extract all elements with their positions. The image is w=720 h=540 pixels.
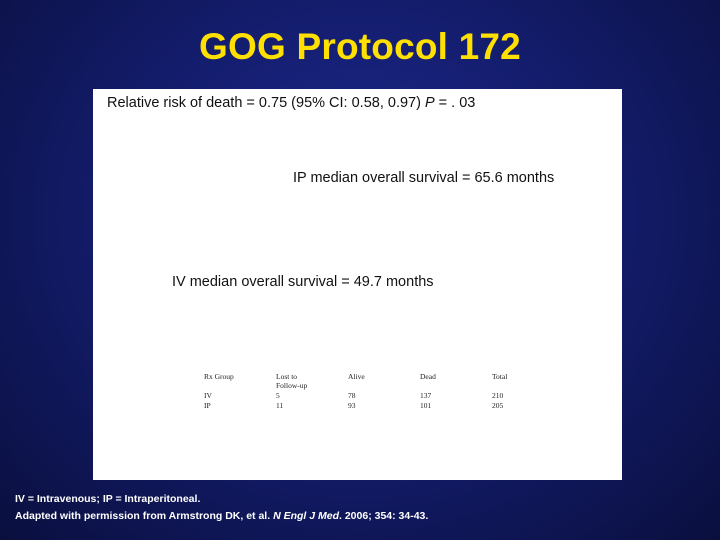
table-cell: 205	[492, 401, 504, 410]
table-cell: 101	[420, 401, 432, 410]
slide-footer: IV = Intravenous; IP = Intraperitoneal. …	[15, 491, 428, 525]
citation-suffix: . 2006; 354: 34-43.	[339, 510, 429, 522]
table-header-lost: Lost to	[276, 372, 298, 381]
citation: Adapted with permission from Armstrong D…	[15, 508, 428, 525]
table-cell: 210	[492, 391, 504, 400]
table-cell: 137	[420, 391, 432, 400]
table-header-total: Total	[492, 372, 508, 381]
table-header-dead: Dead	[420, 372, 436, 381]
table-cell: 11	[276, 401, 284, 410]
survival-figure-panel: Relative risk of death = 0.75 (95% CI: 0…	[93, 89, 622, 480]
relative-risk-prefix: Relative risk of death = 0.75 (95% CI: 0…	[107, 95, 425, 111]
table-header-lost-line2: Follow-up	[276, 381, 308, 390]
slide-title: GOG Protocol 172	[199, 26, 521, 67]
table-cell: 93	[348, 401, 356, 410]
citation-journal: N Engl J Med	[273, 510, 339, 522]
p-value-suffix: = . 03	[434, 95, 476, 111]
abbreviations-note: IV = Intravenous; IP = Intraperitoneal.	[15, 493, 201, 505]
p-value-label: P	[424, 95, 435, 111]
table-header-rx-group: Rx Group	[204, 372, 234, 381]
table-cell: IP	[204, 401, 211, 410]
table-cell: IV	[204, 391, 212, 400]
table-cell: 5	[276, 391, 280, 400]
ip-median-survival-label: IP median overall survival = 65.6 months	[293, 170, 555, 186]
table-header-alive: Alive	[348, 372, 365, 381]
citation-prefix: Adapted with permission from Armstrong D…	[15, 510, 274, 522]
iv-median-survival-label: IV median overall survival = 49.7 months	[172, 274, 434, 290]
relative-risk-text: Relative risk of death = 0.75 (95% CI: 0…	[107, 95, 475, 111]
table-cell: 78	[348, 391, 356, 400]
